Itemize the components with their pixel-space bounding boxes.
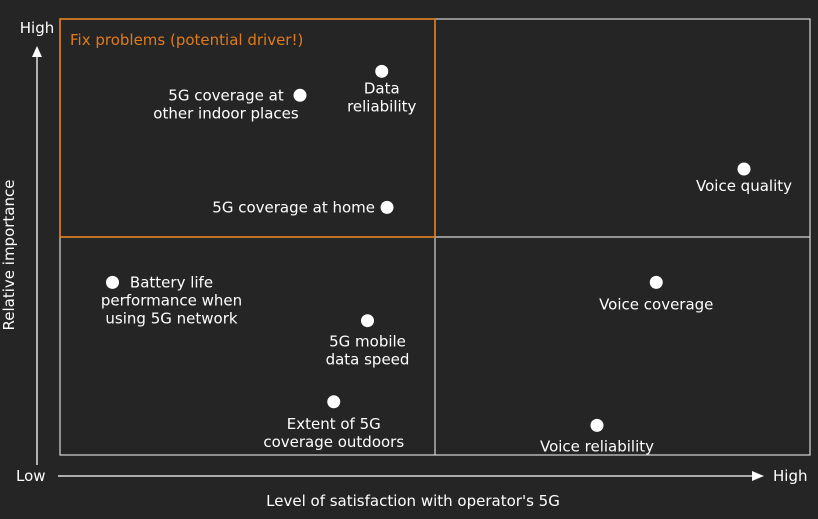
point-5g-mobile-data-speed	[361, 314, 374, 328]
y-axis: High Relative importance	[0, 19, 54, 465]
point-5g-coverage-at-other-indoor-places	[293, 88, 307, 102]
point-voice-reliability	[590, 418, 604, 432]
quadrant-grid	[59, 18, 811, 456]
point-label-5g-coverage-at-home: 5G coverage at home	[212, 198, 375, 216]
point-5g-coverage-at-home	[380, 200, 394, 214]
point-voice-quality	[737, 162, 751, 176]
y-axis-high-label: High	[20, 19, 54, 37]
point-label-voice-quality: Voice quality	[696, 177, 792, 195]
point-data-reliability	[375, 64, 389, 78]
point-extent-of-5g-coverage-outdoors	[327, 395, 341, 409]
point-label-data-reliability: Data reliability	[347, 79, 416, 115]
point-label-battery-life-performance-when-using-5g-network: Battery life performance when using 5G net…	[101, 273, 242, 327]
y-axis-arrow-icon	[32, 46, 42, 57]
point-voice-coverage	[649, 275, 663, 289]
x-axis-low-label: Low	[16, 467, 46, 485]
x-axis: Low High Level of satisfaction with oper…	[16, 467, 807, 510]
highlight-quadrant-frame	[59, 18, 436, 238]
data-points: Data reliability 5G coverage at other indoo…	[101, 64, 792, 455]
highlight-quadrant-label: Fix problems (potential driver!)	[70, 31, 303, 49]
point-label-voice-coverage: Voice coverage	[599, 295, 713, 313]
point-battery-life-performance-when-using-5g-network	[106, 275, 119, 289]
x-axis-title: Level of satisfaction with operator's 5G	[266, 492, 560, 510]
point-label-extent-of-5g-coverage-outdoors: Extent of 5G coverage outdoors	[263, 415, 404, 451]
x-axis-high-label: High	[773, 467, 807, 485]
y-axis-title: Relative importance	[0, 180, 18, 331]
point-label-5g-coverage-at-other-indoor-places: 5G coverage at other indoor places	[153, 86, 299, 122]
point-label-voice-reliability: Voice reliability	[540, 437, 654, 455]
point-label-5g-mobile-data-speed: 5G mobile data speed	[326, 333, 410, 369]
x-axis-arrow-icon	[752, 471, 764, 481]
